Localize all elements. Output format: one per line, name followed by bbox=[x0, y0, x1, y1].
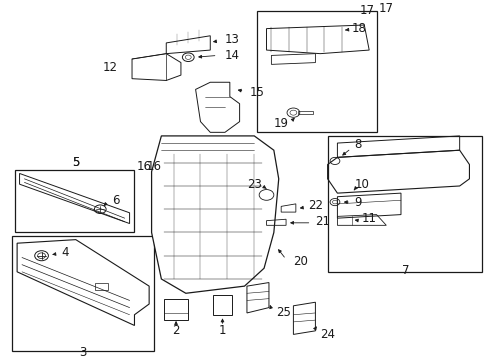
Text: 6: 6 bbox=[112, 194, 120, 207]
Text: 9: 9 bbox=[354, 195, 361, 208]
Text: 16: 16 bbox=[136, 160, 151, 173]
Text: 12: 12 bbox=[102, 62, 117, 75]
Bar bbox=[327, 136, 481, 272]
Text: 7: 7 bbox=[401, 264, 409, 276]
Text: 11: 11 bbox=[361, 212, 376, 225]
Text: 20: 20 bbox=[293, 255, 307, 267]
Bar bbox=[12, 236, 154, 351]
Text: 18: 18 bbox=[351, 22, 366, 35]
Text: 1: 1 bbox=[218, 324, 226, 337]
Text: 22: 22 bbox=[307, 199, 323, 212]
Text: 23: 23 bbox=[246, 178, 261, 191]
Text: 25: 25 bbox=[276, 306, 290, 319]
Text: 17: 17 bbox=[359, 4, 373, 17]
Bar bbox=[95, 283, 107, 290]
Text: 17: 17 bbox=[378, 3, 393, 15]
Text: 10: 10 bbox=[354, 178, 368, 191]
Text: 24: 24 bbox=[320, 328, 335, 341]
Bar bbox=[256, 11, 376, 132]
Text: 2: 2 bbox=[172, 324, 180, 337]
Bar bbox=[15, 170, 134, 233]
Text: 3: 3 bbox=[79, 346, 87, 359]
Text: 5: 5 bbox=[72, 156, 80, 169]
Text: 13: 13 bbox=[224, 33, 239, 46]
Bar bbox=[154, 170, 220, 233]
Bar bbox=[163, 299, 188, 320]
Text: 21: 21 bbox=[315, 215, 330, 228]
Bar bbox=[212, 295, 232, 315]
Text: 8: 8 bbox=[354, 138, 361, 151]
Text: 15: 15 bbox=[249, 86, 264, 99]
Text: 4: 4 bbox=[61, 246, 68, 258]
Text: 14: 14 bbox=[224, 49, 240, 62]
Text: 19: 19 bbox=[273, 117, 288, 130]
Text: 16: 16 bbox=[146, 160, 161, 173]
Polygon shape bbox=[151, 136, 278, 293]
Text: 5: 5 bbox=[72, 156, 80, 169]
